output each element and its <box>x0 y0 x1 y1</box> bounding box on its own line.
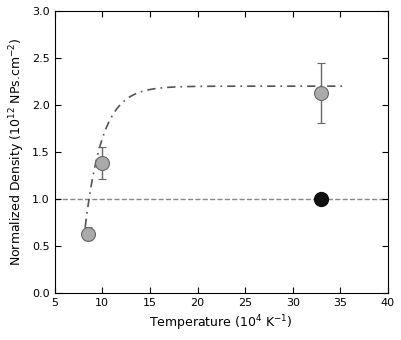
Y-axis label: Normalized Density (10$^{12}$ NPs.cm$^{-2}$): Normalized Density (10$^{12}$ NPs.cm$^{-… <box>7 38 26 266</box>
X-axis label: Temperature (10$^{4}$ K$^{-1}$): Temperature (10$^{4}$ K$^{-1}$) <box>149 313 292 333</box>
